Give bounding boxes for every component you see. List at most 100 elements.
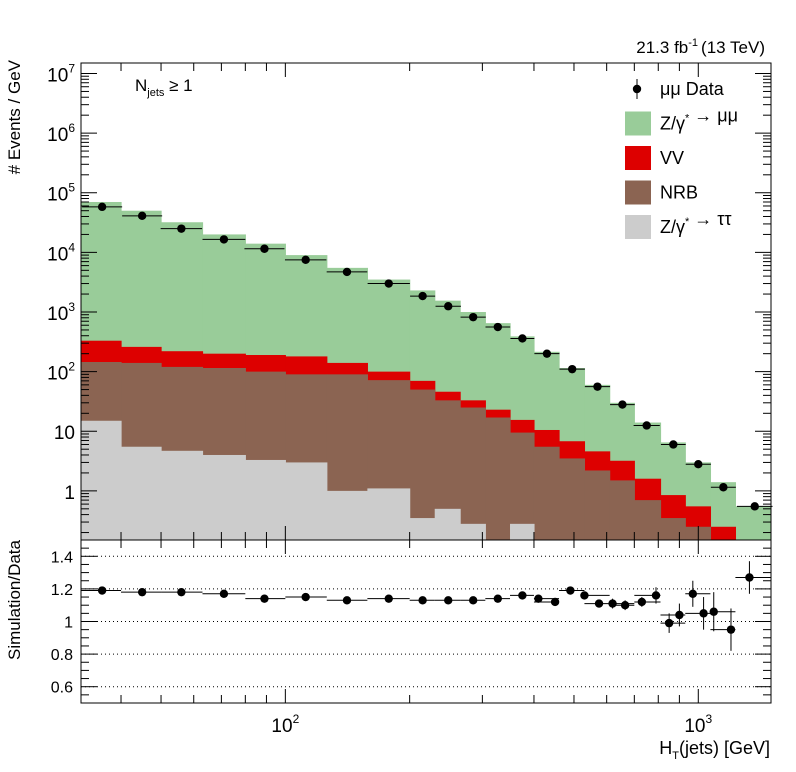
x-tick-label: 102 [271, 712, 299, 737]
y-tick-label: 102 [47, 360, 75, 385]
data-point [219, 235, 229, 244]
data-point [542, 349, 552, 358]
data-point [493, 322, 503, 332]
ratio-y-axis-title: Simulation/Data [5, 539, 24, 660]
bar-z [121, 446, 162, 540]
ratio-point [726, 625, 736, 634]
ratio-point [550, 597, 560, 607]
y-axis-title: # Events / GeV [5, 59, 24, 174]
ratio-point [518, 591, 527, 600]
data-point [444, 302, 453, 311]
bar-vv [710, 526, 737, 540]
ratio-y-tick-label: 1.4 [51, 549, 73, 566]
data-point [260, 244, 269, 253]
ratio-x-ticks [120, 540, 699, 703]
bar-nrb [634, 500, 662, 540]
ratio-point [664, 618, 674, 628]
bar-z [460, 523, 486, 540]
ratio-points [81, 561, 771, 651]
ratio-plot: 0.6 0.8 1 1.2 1.4 102 103 [51, 539, 772, 737]
bar-z [409, 518, 436, 540]
bar-z [245, 459, 286, 540]
ratio-point [260, 594, 269, 603]
ratio-point [137, 587, 147, 597]
upper-x-ticks [120, 63, 699, 540]
bar-z [202, 454, 246, 540]
ratio-y-tick-label: 0.6 [51, 680, 73, 697]
ratio-point [651, 591, 661, 600]
ratio-point [97, 586, 107, 595]
bar-nrb [660, 518, 686, 540]
legend-label: Z/γ* → ττ [660, 209, 732, 237]
selection-label: Njets ≥ 1 [135, 76, 193, 99]
upper-plot: 1 10 102 103 104 105 106 107 Njets ≥ 1 μμ Data Z/γ… [47, 61, 773, 541]
ratio-point [608, 599, 617, 608]
legend-swatch [625, 180, 651, 205]
data-point [694, 460, 703, 469]
ratio-point [493, 594, 503, 603]
ratio-point [620, 601, 630, 610]
bar-nrb [409, 389, 436, 540]
y-tick-label: 1 [64, 483, 75, 504]
data-point [618, 400, 627, 409]
ratio-point [444, 596, 453, 605]
stacked-histograms [81, 201, 771, 540]
data-point [418, 291, 427, 301]
bar-nrb [460, 407, 486, 540]
y-tick-label: 104 [47, 240, 75, 265]
legend-swatch [625, 215, 651, 239]
ratio-y-ticks [81, 539, 771, 704]
ratio-y-tick-label: 0.8 [51, 647, 73, 664]
bar-nrb [485, 417, 511, 540]
data-point [593, 382, 602, 391]
data-point [177, 224, 186, 233]
ratio-point [594, 599, 604, 608]
data-point [137, 211, 147, 221]
legend-swatch [625, 111, 651, 136]
ratio-point [688, 589, 698, 598]
bar-z [510, 523, 535, 540]
ratio-y-tick-label: 1.2 [51, 582, 73, 599]
bar-z [735, 506, 771, 540]
bar-nrb [584, 470, 611, 540]
ratio-point [384, 594, 393, 603]
data-point [301, 255, 310, 265]
ratio-point [342, 596, 352, 605]
y-tick-label: 10 [54, 423, 75, 444]
data-points [82, 202, 773, 511]
bar-z [326, 490, 368, 540]
ratio-point [177, 587, 186, 597]
data-point [342, 267, 352, 277]
data-point [642, 421, 651, 430]
legend-swatch [625, 146, 651, 170]
data-point [97, 202, 107, 212]
bar-z [367, 488, 411, 540]
bar-nrb [609, 480, 635, 540]
legend-label: NRB [660, 183, 698, 203]
bar-nrb [559, 458, 586, 540]
data-point [384, 279, 393, 288]
data-point [468, 312, 478, 322]
ratio-point [637, 597, 647, 607]
bar-nrb [510, 432, 535, 540]
data-point [567, 364, 577, 374]
ratio-point [468, 596, 478, 605]
ratio-point [745, 573, 754, 582]
ratio-point [534, 594, 543, 603]
bar-z [434, 508, 461, 540]
legend-label: VV [660, 148, 684, 168]
y-tick-label: 103 [47, 300, 75, 325]
bar-z [285, 462, 328, 540]
x-tick-label: 103 [684, 712, 712, 737]
bar-z [161, 450, 204, 540]
data-point [669, 440, 678, 449]
ratio-point [580, 591, 589, 600]
data-point [518, 334, 527, 343]
legend: μμ Data Z/γ* → μμ VV NRB Z/γ* → ττ [625, 79, 738, 239]
ratio-point [566, 586, 575, 595]
legend-marker [632, 84, 642, 94]
ratio-point [418, 596, 427, 605]
x-axis-title: HT(jets) [GeV] [659, 738, 770, 762]
y-tick-label: 105 [47, 181, 75, 206]
